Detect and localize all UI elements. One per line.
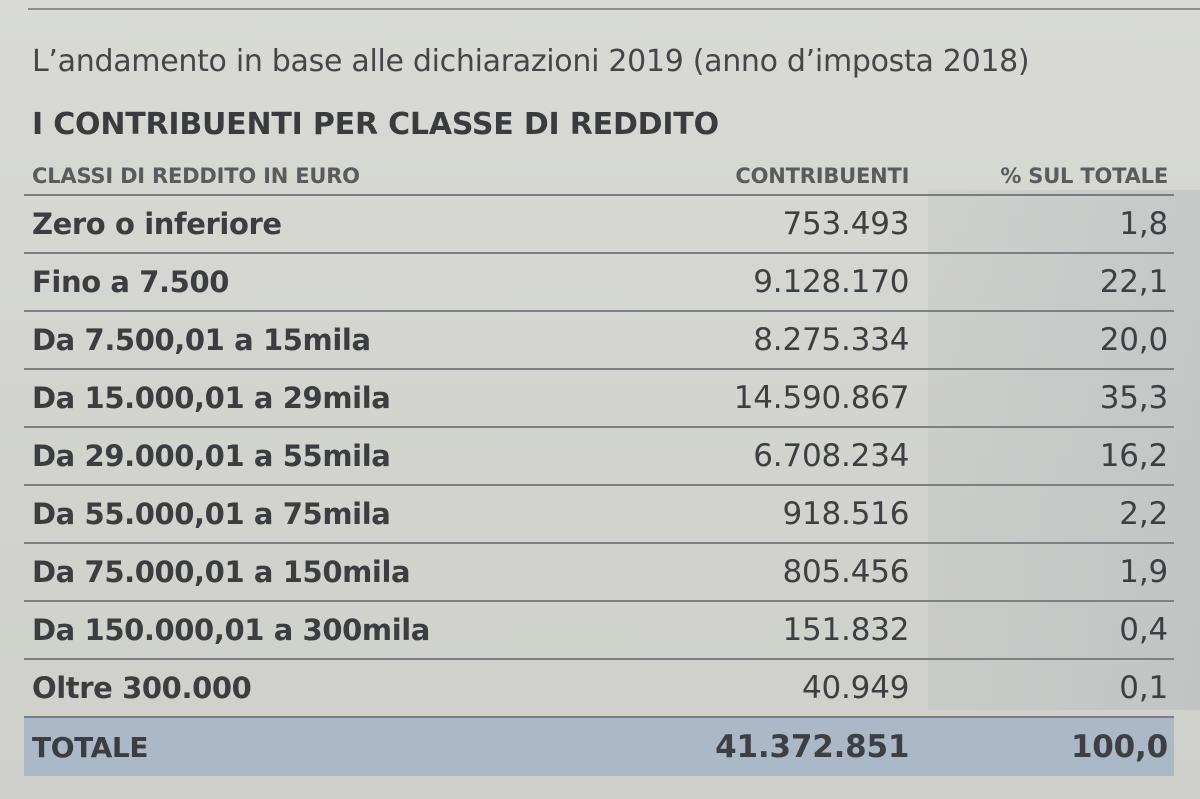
- percent-cell: 16,2: [915, 427, 1174, 486]
- column-header-class: CLASSI DI REDDITO IN EURO: [24, 158, 652, 196]
- table-row: Da 75.000,01 a 150mila 805.456 1,9: [24, 543, 1174, 602]
- income-class-cell: Zero o inferiore: [24, 195, 652, 254]
- table-row: Da 15.000,01 a 29mila 14.590.867 35,3: [24, 369, 1174, 428]
- table-row: Da 55.000,01 a 75mila 918.516 2,2: [24, 485, 1174, 544]
- table-row: Oltre 300.000 40.949 0,1: [24, 659, 1174, 718]
- column-header-contribuenti: CONTRIBUENTI: [651, 158, 916, 196]
- table-body: Zero o inferiore 753.493 1,8 Fino a 7.500 9.…: [24, 195, 1174, 776]
- income-class-cell: Da 150.000,01 a 300mila: [24, 601, 652, 660]
- contribuenti-cell: 753.493: [651, 195, 916, 254]
- percent-cell: 1,9: [915, 543, 1174, 602]
- table-row: Da 150.000,01 a 300mila 151.832 0,4: [24, 601, 1174, 660]
- contribuenti-cell: 8.275.334: [651, 311, 916, 370]
- contribuenti-cell: 6.708.234: [651, 427, 916, 486]
- income-class-cell: Da 75.000,01 a 150mila: [24, 543, 652, 602]
- percent-cell: 2,2: [915, 485, 1174, 544]
- contribuenti-cell: 40.949: [651, 659, 916, 718]
- total-percent: 100,0: [915, 717, 1174, 776]
- percent-cell: 20,0: [915, 311, 1174, 370]
- table-row: Fino a 7.500 9.128.170 22,1: [24, 253, 1174, 312]
- total-contribuenti: 41.372.851: [651, 717, 916, 776]
- contribuenti-cell: 9.128.170: [651, 253, 916, 312]
- table-row: Da 7.500,01 a 15mila 8.275.334 20,0: [24, 311, 1174, 370]
- income-class-table: CLASSI DI REDDITO IN EURO CONTRIBUENTI %…: [24, 158, 1174, 776]
- percent-cell: 22,1: [915, 253, 1174, 312]
- income-class-cell: Da 29.000,01 a 55mila: [24, 427, 652, 486]
- total-label: TOTALE: [24, 717, 652, 776]
- table-row: Zero o inferiore 753.493 1,8: [24, 195, 1174, 254]
- percent-cell: 35,3: [915, 369, 1174, 428]
- income-class-cell: Da 15.000,01 a 29mila: [24, 369, 652, 428]
- table-subtitle: L’andamento in base alle dichiarazioni 2…: [32, 44, 1030, 79]
- income-class-cell: Da 7.500,01 a 15mila: [24, 311, 652, 370]
- contribuenti-cell: 151.832: [651, 601, 916, 660]
- percent-cell: 0,1: [915, 659, 1174, 718]
- contribuenti-cell: 14.590.867: [651, 369, 916, 428]
- income-class-cell: Da 55.000,01 a 75mila: [24, 485, 652, 544]
- table-header-row: CLASSI DI REDDITO IN EURO CONTRIBUENTI %…: [24, 158, 1174, 196]
- percent-cell: 0,4: [915, 601, 1174, 660]
- income-class-cell: Oltre 300.000: [24, 659, 652, 718]
- contribuenti-cell: 918.516: [651, 485, 916, 544]
- percent-cell: 1,8: [915, 195, 1174, 254]
- table-row: Da 29.000,01 a 55mila 6.708.234 16,2: [24, 427, 1174, 486]
- income-class-cell: Fino a 7.500: [24, 253, 652, 312]
- total-row: TOTALE 41.372.851 100,0: [24, 717, 1174, 776]
- table-title: I CONTRIBUENTI PER CLASSE DI REDDITO: [32, 107, 719, 142]
- column-header-percent: % SUL TOTALE: [915, 158, 1174, 196]
- top-rule: [28, 8, 1200, 10]
- contribuenti-cell: 805.456: [651, 543, 916, 602]
